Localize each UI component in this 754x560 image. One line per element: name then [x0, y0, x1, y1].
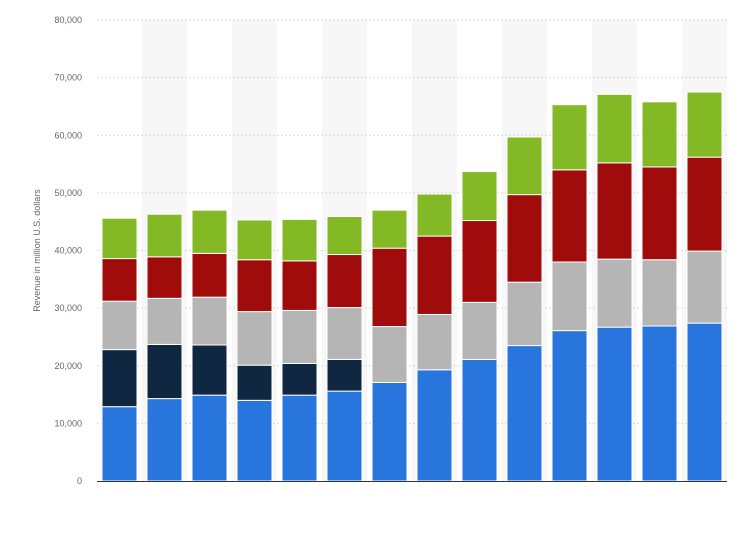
bar-segment[interactable] — [281, 394, 318, 482]
bar-segment[interactable] — [236, 259, 273, 313]
bar-segment[interactable] — [551, 330, 588, 482]
bar-segment[interactable] — [596, 93, 633, 164]
bar-segment[interactable] — [236, 399, 273, 482]
y-axis-title: Revenue in million U.S. dollars — [32, 189, 42, 312]
bar-segment[interactable] — [101, 258, 138, 302]
bar-segment[interactable] — [506, 345, 543, 482]
bar-segment[interactable] — [101, 217, 138, 260]
bar-segment[interactable] — [146, 213, 183, 258]
bar-segment[interactable] — [281, 218, 318, 262]
y-tick-label: 20,000 — [54, 361, 82, 371]
bar-segment[interactable] — [101, 300, 138, 351]
bar-stack[interactable] — [281, 218, 318, 482]
bar-segment[interactable] — [596, 326, 633, 482]
bar-segment[interactable] — [281, 309, 318, 364]
bar-segment[interactable] — [416, 235, 453, 315]
bar-segment[interactable] — [326, 390, 363, 482]
y-tick-label: 80,000 — [54, 15, 82, 25]
bar-segment[interactable] — [371, 247, 408, 328]
bar-segment[interactable] — [191, 394, 228, 482]
bar-stack[interactable] — [506, 136, 543, 482]
bar-stack[interactable] — [191, 209, 228, 482]
y-tick-label: 70,000 — [54, 73, 82, 83]
bar-stack[interactable] — [326, 216, 363, 482]
bar-segment[interactable] — [236, 364, 273, 401]
bar-segment[interactable] — [371, 326, 408, 383]
bar-segment[interactable] — [191, 209, 228, 254]
bar-stack[interactable] — [146, 213, 183, 482]
bar-segment[interactable] — [416, 369, 453, 482]
bar-segment[interactable] — [551, 169, 588, 263]
y-tick-label: 0 — [77, 476, 82, 486]
y-tick-label: 60,000 — [54, 130, 82, 140]
bar-segment[interactable] — [686, 250, 723, 324]
bar-stack[interactable] — [596, 93, 633, 482]
bar-stack[interactable] — [371, 209, 408, 482]
bar-segment[interactable] — [146, 343, 183, 400]
bar-segment[interactable] — [506, 136, 543, 196]
bar-segment[interactable] — [281, 260, 318, 311]
bar-segment[interactable] — [461, 301, 498, 360]
bar-segment[interactable] — [236, 311, 273, 366]
bar-segment[interactable] — [371, 381, 408, 482]
bar-segment[interactable] — [326, 216, 363, 256]
bar-segment[interactable] — [506, 194, 543, 283]
bar-segment[interactable] — [281, 362, 318, 396]
bar-segment[interactable] — [461, 171, 498, 222]
bar-segment[interactable] — [686, 322, 723, 482]
bar-segment[interactable] — [191, 296, 228, 346]
bar-segment[interactable] — [191, 252, 228, 298]
bar-segment[interactable] — [551, 261, 588, 332]
bar-segment[interactable] — [506, 281, 543, 347]
y-tick-label: 30,000 — [54, 303, 82, 313]
y-tick-label: 10,000 — [54, 418, 82, 428]
y-tick-labels: 0 10,000 20,000 30,000 40,000 50,000 60,000 70,… — [54, 15, 82, 486]
bar-stack[interactable] — [641, 101, 678, 482]
bar-stack[interactable] — [686, 91, 723, 482]
bar-segment[interactable] — [596, 162, 633, 260]
bar-segment[interactable] — [146, 297, 183, 345]
bar-stack[interactable] — [461, 171, 498, 482]
bar-segment[interactable] — [461, 220, 498, 303]
bar-segment[interactable] — [326, 254, 363, 309]
bar-segment[interactable] — [416, 313, 453, 371]
bar-segment[interactable] — [641, 101, 678, 168]
bar-stack[interactable] — [236, 219, 273, 482]
bar-segment[interactable] — [146, 256, 183, 299]
bar-segment[interactable] — [191, 344, 228, 396]
y-tick-label: 50,000 — [54, 188, 82, 198]
bar-segment[interactable] — [641, 259, 678, 327]
bar-segment[interactable] — [101, 349, 138, 408]
bar-segment[interactable] — [326, 307, 363, 360]
bar-segment[interactable] — [596, 258, 633, 328]
bar-stack[interactable] — [551, 104, 588, 482]
bar-segment[interactable] — [101, 406, 138, 482]
bar-segment[interactable] — [371, 209, 408, 249]
bar-segment[interactable] — [641, 325, 678, 482]
bar-stack[interactable] — [101, 217, 138, 482]
bar-segment[interactable] — [146, 398, 183, 482]
bar-segment[interactable] — [641, 166, 678, 261]
bar-segment[interactable] — [416, 193, 453, 237]
bar-stack[interactable] — [416, 193, 453, 482]
bar-segment[interactable] — [461, 358, 498, 482]
bar-segment[interactable] — [326, 358, 363, 392]
bar-segment[interactable] — [236, 219, 273, 261]
y-tick-label: 40,000 — [54, 246, 82, 256]
bar-segment[interactable] — [551, 104, 588, 171]
bar-segment[interactable] — [686, 91, 723, 158]
bar-segment[interactable] — [686, 156, 723, 252]
